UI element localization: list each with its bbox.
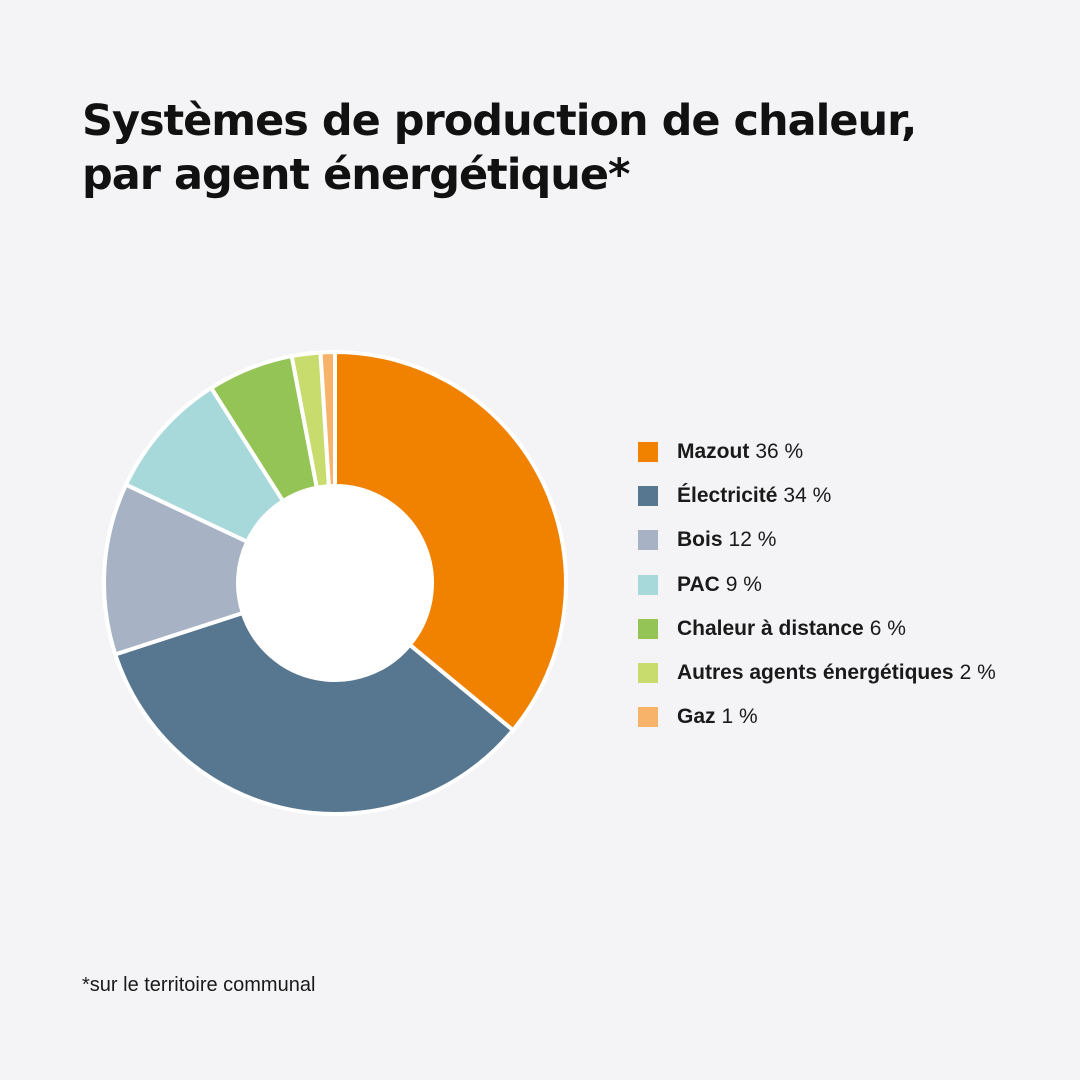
- legend-item: Mazout 36 %: [638, 430, 996, 474]
- legend-item: Électricité 34 %: [638, 474, 996, 518]
- legend-item: Bois 12 %: [638, 518, 996, 562]
- chart-title-line-2: par agent énergétique*: [82, 150, 631, 200]
- legend-label: Électricité: [677, 484, 778, 508]
- legend-swatch: [638, 442, 658, 463]
- legend-label: PAC: [677, 572, 720, 596]
- footnote: *sur le territoire communal: [82, 974, 316, 996]
- legend-value: 2 %: [959, 661, 996, 685]
- legend-item: Autres agents énergétiques 2 %: [638, 651, 996, 695]
- chart-title-line-1: Systèmes de production de chaleur,: [82, 96, 917, 146]
- legend-label: Autres agents énergétiques: [677, 661, 954, 685]
- legend-item: Chaleur à distance 6 %: [638, 607, 996, 651]
- donut-slices: [102, 350, 568, 816]
- legend-item: Gaz 1 %: [638, 695, 996, 739]
- donut-hole: [238, 486, 432, 680]
- legend-label: Bois: [677, 528, 723, 552]
- donut-chart: [102, 350, 568, 816]
- legend-item: PAC 9 %: [638, 563, 996, 607]
- legend-swatch: [638, 707, 658, 728]
- legend-value: 6 %: [869, 616, 906, 640]
- legend-value: 12 %: [728, 528, 777, 552]
- legend-swatch: [638, 574, 658, 595]
- legend-swatch: [638, 618, 658, 639]
- legend-swatch: [638, 486, 658, 507]
- legend-swatch: [638, 663, 658, 684]
- legend-value: 1 %: [721, 705, 758, 729]
- legend-label: Gaz: [677, 705, 716, 729]
- chart-legend: Mazout 36 % Électricité 34 % Bois 12 % PAC 9 % C…: [638, 430, 996, 739]
- legend-label: Chaleur à distance: [677, 616, 864, 640]
- legend-value: 34 %: [783, 484, 832, 508]
- legend-value: 36 %: [755, 440, 804, 464]
- legend-label: Mazout: [677, 440, 750, 464]
- legend-value: 9 %: [725, 572, 762, 596]
- legend-swatch: [638, 530, 658, 551]
- chart-title: Systèmes de production de chaleur, par a…: [82, 94, 1002, 202]
